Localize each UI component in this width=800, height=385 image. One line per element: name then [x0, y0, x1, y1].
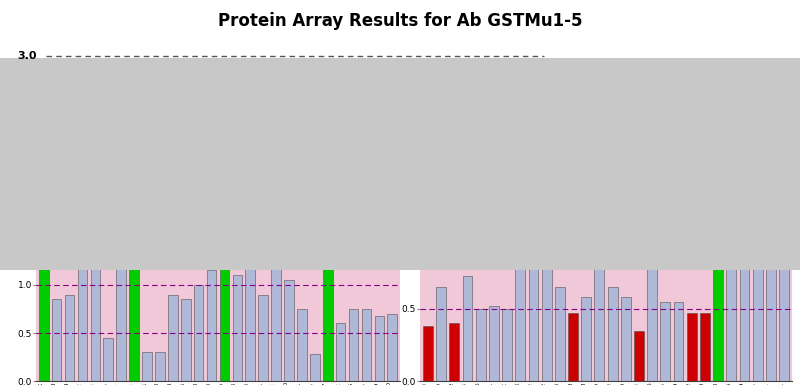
Bar — [726, 165, 736, 381]
Bar — [634, 331, 644, 381]
Bar — [155, 352, 165, 381]
Bar — [450, 323, 459, 381]
Bar — [529, 229, 538, 381]
Bar — [647, 215, 657, 381]
Bar — [246, 261, 255, 381]
Bar — [349, 309, 358, 381]
Bar — [142, 352, 152, 381]
Bar — [130, 141, 139, 381]
Bar — [661, 302, 670, 381]
Bar — [515, 186, 526, 381]
Bar — [220, 141, 230, 381]
Bar — [582, 297, 591, 381]
Bar — [181, 300, 190, 381]
Bar — [568, 313, 578, 381]
Bar — [233, 275, 242, 381]
Text: 3.0: 3.0 — [18, 51, 37, 61]
Bar — [555, 287, 565, 381]
Bar — [336, 323, 346, 381]
Bar — [168, 295, 178, 381]
Bar — [462, 276, 473, 381]
Bar — [39, 169, 49, 381]
Bar — [297, 309, 306, 381]
Bar — [621, 297, 630, 381]
Bar — [608, 287, 618, 381]
Bar — [206, 271, 216, 381]
Bar — [739, 182, 750, 381]
Bar — [387, 314, 397, 381]
Bar — [116, 251, 126, 381]
Bar — [362, 309, 371, 381]
Bar — [713, 92, 723, 381]
Bar — [78, 256, 87, 381]
Bar — [194, 285, 203, 381]
Bar — [502, 309, 512, 381]
Bar — [374, 316, 384, 381]
Bar — [476, 309, 486, 381]
Bar — [65, 295, 74, 381]
Bar — [594, 169, 604, 381]
Bar — [542, 176, 551, 381]
Bar — [103, 338, 113, 381]
Bar — [90, 246, 100, 381]
Bar — [766, 247, 776, 381]
Bar — [674, 302, 683, 381]
Bar — [258, 295, 268, 381]
Bar — [489, 306, 499, 381]
Bar — [323, 169, 333, 381]
Bar — [284, 280, 294, 381]
Bar — [271, 256, 281, 381]
Bar — [779, 229, 789, 381]
Bar — [423, 326, 433, 381]
Bar — [700, 313, 710, 381]
Bar — [310, 354, 320, 381]
Bar — [753, 229, 762, 381]
Text: Protein Array Results for Ab GSTMu1-5: Protein Array Results for Ab GSTMu1-5 — [218, 12, 582, 30]
Bar — [436, 287, 446, 381]
Bar — [686, 313, 697, 381]
Bar — [52, 300, 62, 381]
